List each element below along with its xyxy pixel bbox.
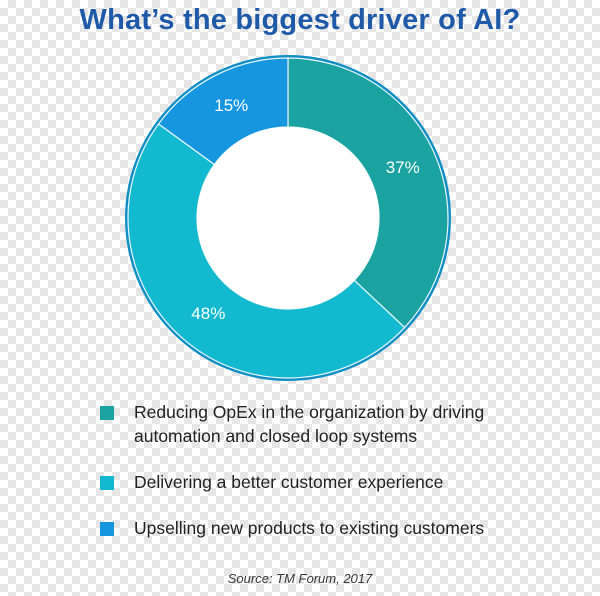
legend-swatch (100, 406, 114, 420)
legend-label: Reducing OpEx in the organization by dri… (134, 402, 485, 446)
legend-label: Delivering a better customer experience (134, 472, 444, 492)
source-note: Source: TM Forum, 2017 (227, 571, 373, 586)
legend-item: Upselling new products to existing custo… (100, 516, 570, 540)
ring-border (125, 55, 451, 381)
slice-label: 48% (191, 304, 225, 323)
legend-swatch (100, 522, 114, 536)
legend: Reducing OpEx in the organization by dri… (100, 400, 570, 554)
donut-hole (197, 127, 379, 309)
slice-label: 37% (386, 158, 420, 177)
legend-swatch (100, 476, 114, 490)
legend-label: Upselling new products to existing custo… (134, 518, 485, 538)
chart-title: What’s the biggest driver of AI? (79, 4, 521, 36)
legend-item: Reducing OpEx in the organization by dri… (100, 400, 570, 448)
slice-label: 15% (214, 96, 248, 115)
legend-item: Delivering a better customer experience (100, 470, 570, 494)
